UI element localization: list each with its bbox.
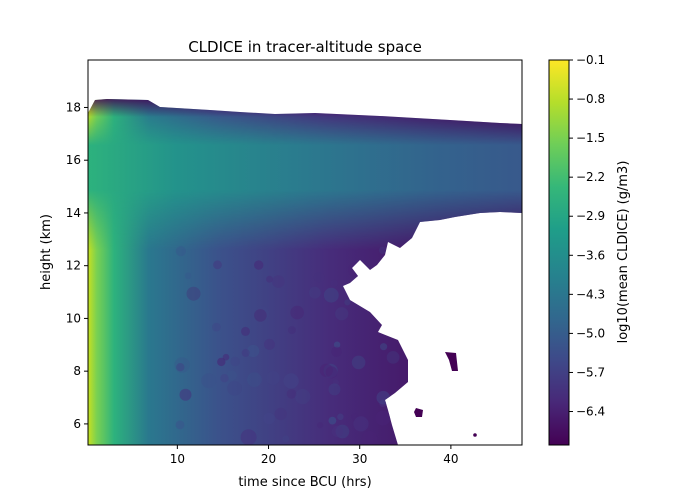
- texture-speckle: [375, 410, 391, 426]
- texture-speckle: [330, 279, 338, 287]
- texture-speckle: [240, 429, 257, 445]
- texture-speckle: [272, 275, 285, 288]
- texture-speckle: [266, 275, 273, 283]
- x-tick-label: 20: [261, 452, 276, 466]
- y-axis-ticks: 6 8 10 12 14 16 18: [66, 100, 88, 431]
- colorbar-tick-label: −5.0: [576, 326, 605, 340]
- texture-speckle: [309, 286, 321, 299]
- colorbar-tick-label: −6.4: [576, 405, 605, 419]
- texture-speckle: [361, 430, 378, 445]
- texture-speckle: [179, 388, 192, 401]
- texture-speckle: [176, 363, 185, 372]
- texture-speckle: [174, 357, 190, 373]
- texture-speckle: [317, 422, 324, 429]
- texture-speckle: [331, 425, 343, 438]
- texture-speckle: [328, 383, 341, 396]
- axes-frame: [87, 59, 523, 446]
- colorbar-tick-label: −0.8: [576, 92, 605, 106]
- y-tick-label: 18: [66, 100, 81, 114]
- texture-speckle: [331, 346, 342, 357]
- texture-speckle: [230, 356, 240, 367]
- texture-speckle: [247, 372, 262, 388]
- texture-speckle: [254, 306, 270, 321]
- x-axis-ticks: 10 20 30 40: [170, 445, 459, 466]
- texture-speckle: [263, 412, 275, 425]
- texture-speckle: [274, 407, 287, 421]
- y-tick-label: 8: [73, 364, 81, 378]
- texture-speckle: [386, 351, 400, 364]
- colorbar: [548, 59, 570, 446]
- x-axis-label: time since BCU (hrs): [238, 475, 371, 490]
- texture-speckle: [286, 389, 297, 399]
- texture-speckle: [175, 246, 186, 257]
- y-tick-label: 10: [66, 311, 81, 325]
- colorbar-tick-label: −2.9: [576, 209, 605, 223]
- chart-title: CLDICE in tracer-altitude space: [188, 38, 422, 56]
- texture-speckle: [222, 353, 230, 361]
- colorbar-ticks: −0.1 −0.8 −1.5 −2.2 −2.9 −3.6 −4.3 −5.0 −5.7 −6.4: [569, 53, 605, 419]
- texture-speckle: [283, 373, 299, 389]
- texture-speckle: [323, 287, 339, 303]
- colorbar-tick-label: −5.7: [576, 365, 605, 379]
- texture-speckle: [380, 343, 388, 351]
- colorbar-tick-label: −4.3: [576, 287, 605, 301]
- texture-speckle: [332, 379, 340, 386]
- texture-speckle: [175, 420, 185, 430]
- texture-speckle: [294, 388, 311, 405]
- isolated-data-patches: [414, 352, 477, 437]
- texture-speckle: [351, 355, 366, 370]
- texture-speckle: [254, 309, 267, 322]
- texture-speckle: [227, 380, 243, 396]
- y-tick-label: 12: [66, 259, 81, 273]
- texture-speckle: [266, 371, 280, 385]
- texture-speckle: [378, 246, 387, 254]
- texture-speckle: [319, 363, 333, 377]
- x-tick-label: 40: [443, 452, 458, 466]
- texture-speckle: [328, 416, 337, 425]
- colorbar-tick-label: −0.1: [576, 53, 605, 67]
- texture-speckle: [264, 338, 275, 350]
- texture-speckle: [344, 299, 351, 306]
- texture-speckle: [254, 260, 264, 270]
- texture-speckle: [337, 413, 344, 421]
- texture-speckle: [247, 344, 260, 358]
- y-tick-label: 14: [66, 206, 81, 220]
- colorbar-tick-label: −2.2: [576, 170, 605, 184]
- x-tick-label: 30: [352, 452, 367, 466]
- texture-speckle: [282, 435, 290, 443]
- x-tick-label: 10: [170, 452, 185, 466]
- y-axis-label: height (km): [39, 214, 54, 290]
- texture-speckle: [220, 374, 229, 383]
- colorbar-tick-label: −1.5: [576, 131, 605, 145]
- texture-speckle: [313, 272, 325, 283]
- texture-speckle: [186, 286, 201, 301]
- texture-speckle: [241, 326, 250, 336]
- colorbar-tick-label: −3.6: [576, 248, 605, 262]
- texture-speckle: [241, 348, 250, 357]
- texture-speckle: [213, 260, 222, 270]
- texture-speckle: [333, 341, 341, 348]
- texture-speckle: [335, 307, 349, 321]
- colorbar-label: log10(mean CLDICE) (g/m3): [616, 161, 631, 344]
- texture-speckle: [217, 357, 226, 367]
- texture-speckle: [201, 373, 217, 389]
- texture-speckle: [226, 370, 237, 381]
- texture-speckle: [184, 272, 192, 280]
- texture-speckle: [290, 305, 305, 320]
- y-tick-label: 6: [73, 417, 81, 431]
- texture-speckle: [212, 322, 221, 332]
- y-tick-label: 16: [66, 153, 81, 167]
- texture-speckle: [287, 326, 296, 335]
- texture-speckle: [353, 416, 369, 432]
